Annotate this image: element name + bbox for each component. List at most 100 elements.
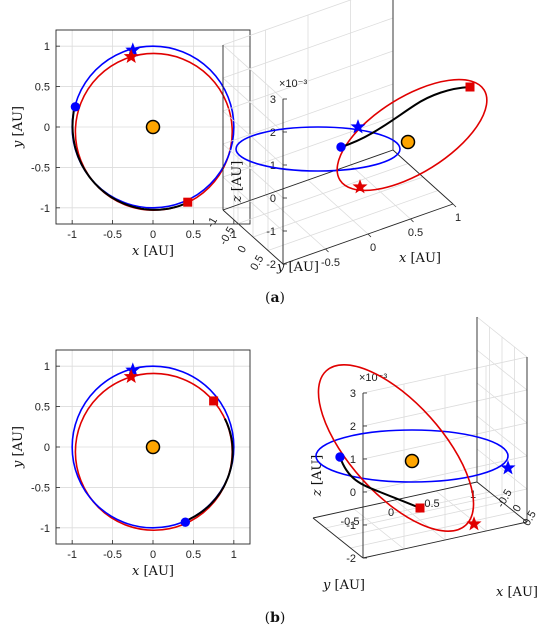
y-axis-label: y [AU] xyxy=(276,260,319,275)
y-tick-label: -0.5 xyxy=(31,482,50,494)
y-axis-label-var: y xyxy=(322,578,331,593)
x-tick-label: -0.5 xyxy=(103,549,122,561)
x-gridline-floor xyxy=(337,501,503,539)
x-tick-label: 0 xyxy=(370,242,376,254)
x-tick-label: 1 xyxy=(455,212,461,224)
z-scale-label: ×10⁻³ xyxy=(359,372,387,384)
x-tick-label: 1 xyxy=(231,229,237,241)
y-axis-label-var: y xyxy=(11,460,26,469)
y-axis-label-var: y xyxy=(11,140,26,149)
plot-frame xyxy=(55,29,251,225)
x-tick-label: 0 xyxy=(150,549,156,561)
target-star-marker xyxy=(352,179,368,194)
z-tick-label: 3 xyxy=(270,94,276,106)
target-orbit-line xyxy=(336,78,488,192)
y-tick-label: -1 xyxy=(40,523,50,535)
z-tick-label: -2 xyxy=(266,259,276,271)
box-edge xyxy=(392,149,454,205)
box-edge xyxy=(222,149,394,211)
target-square-marker xyxy=(465,82,475,92)
y-gridline-floor xyxy=(267,190,439,251)
z-tick-label: -1 xyxy=(346,520,356,532)
target-star-marker xyxy=(466,516,482,531)
y-tick-label: 0.5 xyxy=(35,402,50,414)
x-tick-label: -1 xyxy=(67,549,77,561)
x-axis-label-var: x xyxy=(132,244,140,259)
y-axis-label-unit: [AU] xyxy=(289,260,320,275)
x-tick-label: 0.5 xyxy=(408,227,423,239)
x-axis-label: x [AU] xyxy=(132,564,174,579)
z-axis-label: z [AU] xyxy=(310,455,325,498)
plot-frame xyxy=(55,349,251,545)
z-tick-label: 2 xyxy=(270,127,276,139)
x-axis-label: x [AU] xyxy=(496,585,538,600)
y-axis-label: y [AU] xyxy=(11,106,26,149)
z-axis-label-var: z xyxy=(310,489,325,497)
earth-orbit-line xyxy=(71,365,235,529)
z-axis-label-unit: [AU] xyxy=(310,455,325,486)
sun-marker xyxy=(400,134,416,150)
x-axis-label: x [AU] xyxy=(399,251,441,266)
z-axis-label-unit: [AU] xyxy=(230,161,245,192)
earth-star-marker xyxy=(500,460,516,475)
x-axis-label-unit: [AU] xyxy=(410,251,441,266)
x-axis-label-unit: [AU] xyxy=(507,585,538,600)
z-tick-label: 1 xyxy=(270,160,276,172)
sun-marker xyxy=(404,453,420,469)
x-gridline-floor xyxy=(325,491,490,529)
x-tick-label: 0 xyxy=(150,229,156,241)
target-star-marker xyxy=(123,48,139,63)
target-orbit-line xyxy=(317,364,475,532)
x-tick-label: -0.5 xyxy=(103,229,122,241)
y-tick-label: 0 xyxy=(388,507,394,519)
x-tick-mark xyxy=(452,203,457,208)
z-axis-label: z [AU] xyxy=(230,161,245,204)
earth-star-marker xyxy=(350,119,366,134)
x-axis-label: x [AU] xyxy=(132,244,174,259)
target-square-marker xyxy=(183,197,193,207)
y-gridline-floor xyxy=(252,176,424,238)
y-tick-label: -0.5 xyxy=(341,516,360,528)
z-scale-label: ×10⁻³ xyxy=(279,78,307,90)
y-axis-label: y [AU] xyxy=(322,578,365,593)
transfer-trajectory-line xyxy=(339,456,421,509)
earth-circle-marker xyxy=(336,142,346,152)
panel-a-label: (a) xyxy=(265,290,285,306)
y-tick-label: 0.5 xyxy=(424,498,439,510)
x-tick-label: -0.5 xyxy=(321,257,340,269)
z-tick-label: 3 xyxy=(350,388,356,400)
x-tick-mark xyxy=(325,248,329,253)
earth-circle-marker xyxy=(70,102,81,112)
z-tick-label: 0 xyxy=(270,193,276,205)
x-tick-label: 0.5 xyxy=(521,509,539,528)
z-axis-label-var: z xyxy=(230,195,245,203)
x-tick-label: -1 xyxy=(67,229,77,241)
x-axis-label-var: x xyxy=(496,585,504,600)
y-gridline-floor xyxy=(237,163,409,224)
z-tick-label: 2 xyxy=(350,421,356,433)
transfer-trajectory-line xyxy=(340,86,471,148)
y-tick-label: 1 xyxy=(44,361,50,373)
y-tick-label: 0.5 xyxy=(35,82,50,94)
y-tick-label: -0.5 xyxy=(31,162,50,174)
box-edge xyxy=(312,517,364,559)
target-square-marker xyxy=(209,396,219,406)
x-axis-label-unit: [AU] xyxy=(143,244,174,259)
z-tick-label: -2 xyxy=(346,553,356,565)
sun-marker xyxy=(145,439,161,455)
box-edge xyxy=(222,209,284,265)
earth-orbit-line xyxy=(235,126,401,172)
y-tick-label: 0 xyxy=(236,244,249,255)
target-square-marker xyxy=(415,503,425,513)
x-axis-label-unit: [AU] xyxy=(143,564,174,579)
transfer-trajectory-line xyxy=(186,418,234,522)
x-tick-mark xyxy=(410,218,414,223)
x-tick-mark xyxy=(367,233,372,238)
y-tick-label: 0.5 xyxy=(248,253,266,272)
x-tick-label: 1 xyxy=(231,549,237,561)
x-tick-label: 0.5 xyxy=(186,549,201,561)
